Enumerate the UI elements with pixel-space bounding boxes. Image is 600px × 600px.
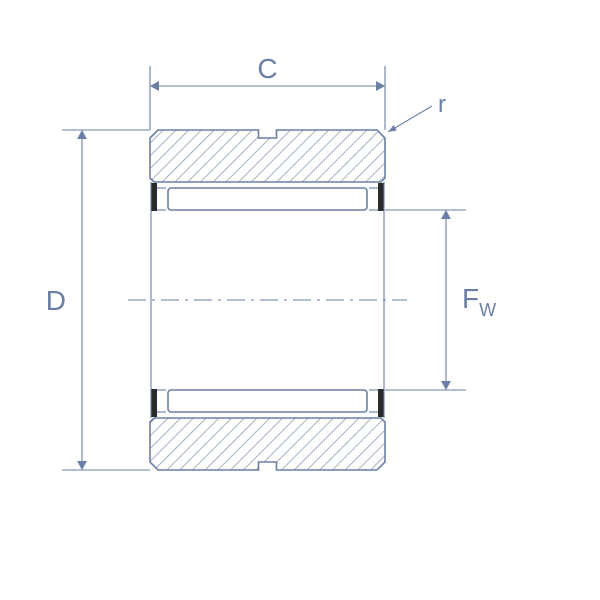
retainer-cap [151,183,157,211]
bearing-diagram: C D FW r [0,0,600,600]
label-c: C [257,53,277,84]
label-r: r [438,91,446,118]
label-fw: FW [462,283,496,320]
outer-ring-section [150,418,385,470]
retainer-cap [378,389,384,417]
label-d: D [46,285,66,316]
retainer-cap [378,183,384,211]
retainer-cap [151,389,157,417]
needle-roller [168,188,367,210]
outer-ring-section [150,130,385,182]
needle-roller [168,390,367,412]
